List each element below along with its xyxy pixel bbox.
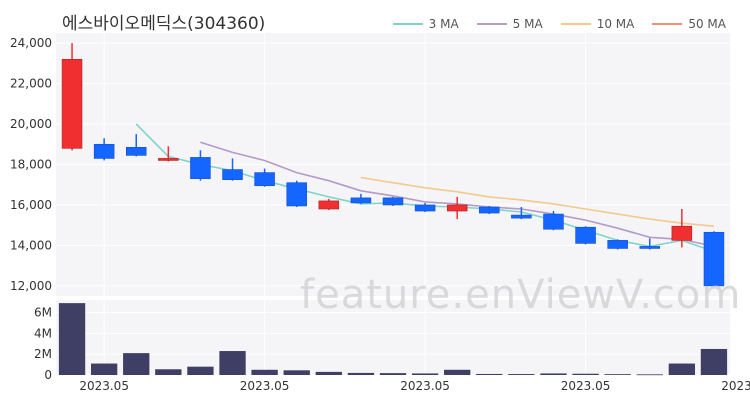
watermark: feature.enViewV.com <box>300 272 742 318</box>
candle-body <box>254 172 275 187</box>
price-tick-label: 18,000 <box>10 158 52 172</box>
legend-swatch <box>392 23 423 25</box>
candle-body <box>414 204 436 212</box>
legend-label: 10 MA <box>596 17 635 31</box>
candle-body <box>543 213 564 230</box>
candle-body <box>158 158 179 161</box>
candle-body <box>479 206 500 214</box>
legend-item[interactable]: 5 MA <box>476 17 543 31</box>
volume-tick-label: 6M <box>34 306 52 320</box>
candle-body <box>639 246 661 249</box>
x-axis: 2023.05 2023.05 2023.05 2023.05 2023.06 <box>79 379 750 393</box>
volume-bar <box>604 374 631 375</box>
volume-bar <box>315 371 342 375</box>
volume-bar <box>219 351 246 375</box>
volume-bar <box>58 303 86 375</box>
volume-bar <box>379 373 407 375</box>
candle-body <box>93 143 115 159</box>
price-tick-label: 14,000 <box>10 238 52 252</box>
candle-body <box>511 214 532 219</box>
volume-panel: 0 2M 4M 6M <box>34 300 747 382</box>
legend-item[interactable]: 10 MA <box>560 17 635 31</box>
candle-body <box>318 200 340 210</box>
volume-bar <box>540 373 567 375</box>
volume-tick-label: 2M <box>34 347 52 361</box>
volume-tick-label: 0 <box>44 368 52 382</box>
volume-bar <box>347 372 375 375</box>
volume-bar <box>476 373 503 375</box>
volume-bar <box>187 366 214 375</box>
x-tick-label: 2023.06 <box>721 379 750 393</box>
chart-title: 에스바이오메딕스(304360) <box>62 14 266 34</box>
x-tick-label: 2023.05 <box>79 379 129 393</box>
legend-item[interactable]: 3 MA <box>392 17 459 31</box>
price-tick-label: 24,000 <box>10 36 52 50</box>
candle-body <box>286 182 307 207</box>
volume-bar <box>123 353 150 375</box>
legend-swatch <box>476 23 507 25</box>
candle-body <box>575 226 596 244</box>
volume-bar <box>283 370 310 375</box>
candle-body <box>350 197 372 204</box>
price-tick-label: 16,000 <box>10 198 52 212</box>
price-tick-label: 12,000 <box>10 279 52 293</box>
legend-label: 5 MA <box>512 17 543 31</box>
legend-label: 50 MA <box>688 17 726 31</box>
candle-body <box>703 231 725 287</box>
volume-bar <box>155 369 182 375</box>
legend-swatch <box>652 23 683 25</box>
candle-body <box>382 197 404 206</box>
legend: 3 MA 5 MA 10 MA 50 MA <box>392 17 726 31</box>
volume-bar <box>508 374 535 375</box>
volume-bar <box>251 369 278 375</box>
volume-bar <box>668 363 696 375</box>
volume-bar <box>444 369 471 375</box>
volume-bar <box>700 348 728 375</box>
ma10-line <box>360 176 715 227</box>
candle-body <box>61 58 83 149</box>
candle-body <box>125 147 147 156</box>
x-tick-label: 2023.05 <box>561 379 611 393</box>
price-tick-label: 20,000 <box>10 117 52 131</box>
x-tick-label: 2023.05 <box>240 379 290 393</box>
legend-item[interactable]: 50 MA <box>652 17 726 31</box>
candle-body <box>607 240 628 249</box>
price-panel: 12,000 14,000 16,000 18,000 20,000 22,000 24,0… <box>10 33 747 296</box>
legend-label: 3 MA <box>428 17 459 31</box>
candle-body <box>446 204 468 212</box>
volume-bar <box>90 363 118 375</box>
volume-bar <box>636 374 663 376</box>
candle-body <box>671 225 693 241</box>
price-tick-label: 22,000 <box>10 77 52 91</box>
volume-bar <box>572 373 599 375</box>
legend-swatch <box>560 23 591 25</box>
volume-tick-label: 4M <box>34 326 52 340</box>
volume-bar <box>411 373 439 375</box>
candle-body <box>222 169 243 180</box>
x-tick-label: 2023.05 <box>400 379 450 393</box>
candle-body <box>190 157 211 179</box>
